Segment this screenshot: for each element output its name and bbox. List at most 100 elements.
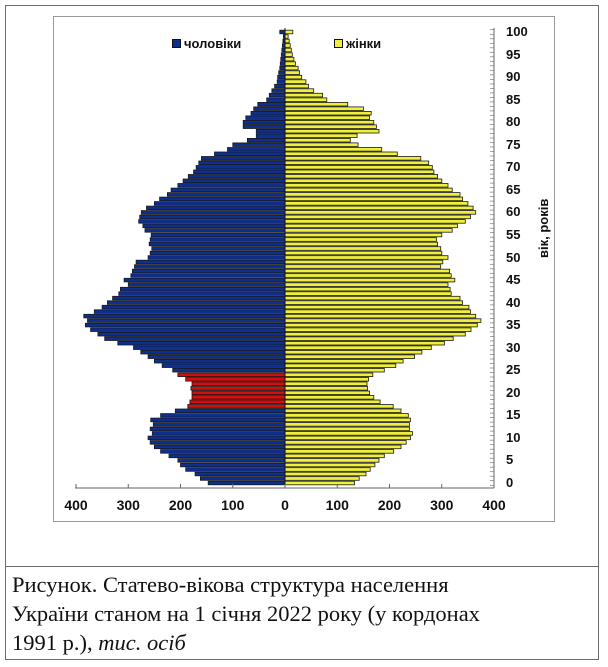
female-bar (284, 228, 453, 233)
y-tick-label: 100 (506, 24, 528, 39)
female-bar (284, 349, 423, 355)
male-bar (153, 201, 286, 206)
female-bar (284, 386, 368, 391)
female-bar (284, 219, 466, 224)
x-tick-label: 200 (377, 497, 402, 513)
female-bar (284, 232, 443, 238)
male-bar (144, 228, 286, 233)
female-bar (284, 165, 433, 170)
legend-female-swatch-icon (334, 39, 343, 48)
male-bar (160, 413, 286, 418)
y-tick-label: 30 (506, 339, 521, 355)
female-bar (284, 440, 407, 445)
female-bar (284, 97, 328, 102)
male-bar (140, 210, 286, 215)
male-bar (149, 237, 286, 242)
male-bar (277, 74, 286, 80)
female-bar (284, 61, 296, 66)
y-tick-label: 55 (506, 226, 521, 242)
male-bar (150, 232, 286, 238)
female-bar (284, 241, 439, 247)
male-bar (242, 124, 286, 129)
male-bar (148, 241, 286, 247)
x-tick-label: 400 (64, 497, 88, 513)
female-bar (284, 331, 466, 337)
y-axis-title: вік, років (536, 198, 551, 258)
male-bar (271, 88, 286, 93)
female-bar (284, 304, 470, 310)
female-bar (284, 205, 474, 211)
y-tick-label: 25 (506, 362, 521, 378)
legend-female-label: жінки (346, 36, 382, 51)
x-tick-label: 400 (482, 497, 506, 513)
male-bar (195, 165, 286, 170)
male-bar (134, 264, 286, 269)
female-bar (284, 300, 464, 305)
male-bar (174, 408, 286, 413)
legend-male-label: чоловіки (184, 36, 242, 51)
y-tick-label: 5 (506, 452, 514, 468)
male-bar (139, 214, 286, 220)
female-bar (284, 70, 301, 75)
female-bar (284, 480, 355, 486)
female-bar (284, 223, 458, 229)
y-tick-label: 0 (506, 475, 514, 490)
male-bar (146, 205, 286, 211)
male-bar (187, 404, 286, 409)
female-bar (284, 124, 377, 129)
male-bar (140, 349, 286, 355)
female-bar (284, 38, 290, 44)
female-bar (284, 417, 411, 423)
female-bar (284, 214, 471, 220)
female-bar (284, 390, 370, 395)
female-bar (284, 92, 323, 98)
male-bar (166, 192, 286, 197)
female-bar (284, 52, 293, 57)
female-bar (284, 422, 410, 427)
female-bar (284, 476, 360, 481)
male-bar (138, 219, 286, 224)
y-tick-label: 80 (506, 114, 521, 130)
female-bar (284, 178, 443, 183)
male-bar (187, 174, 286, 179)
y-tick-label: 65 (506, 181, 521, 197)
male-bar (250, 111, 286, 116)
y-tick-label: 20 (506, 384, 521, 400)
female-bar (284, 29, 294, 35)
x-tick-label: 300 (116, 497, 140, 513)
female-bar (284, 196, 464, 202)
female-bar (284, 115, 370, 120)
male-bar (87, 318, 286, 323)
female-bar (284, 295, 461, 301)
caption-line-2: України станом на 1 січня 2022 року (у к… (12, 601, 480, 626)
female-bar (284, 404, 394, 409)
female-bar (284, 291, 452, 296)
male-bar (193, 169, 286, 174)
female-bar (284, 174, 439, 179)
male-bar (153, 444, 286, 450)
male-bar (276, 79, 286, 84)
female-bar (284, 408, 402, 413)
male-bar (161, 363, 286, 368)
female-bar (284, 192, 461, 197)
female-bar (284, 83, 309, 89)
female-bar (284, 377, 369, 382)
caption-line-1: Рисунок. Статево-вікова структура населе… (12, 572, 449, 597)
male-bar (279, 65, 286, 71)
female-bar (284, 102, 349, 107)
male-bar (120, 286, 286, 292)
male-bar (278, 70, 286, 75)
male-bar (177, 458, 286, 463)
female-bar (284, 413, 409, 418)
male-bar (189, 399, 286, 404)
female-bar (284, 395, 375, 400)
female-bar (284, 187, 453, 193)
male-bar (90, 327, 286, 332)
female-bar (284, 277, 456, 283)
male-bar (151, 246, 286, 251)
female-bar (284, 426, 410, 432)
female-bar (284, 458, 380, 463)
male-bar (246, 137, 286, 143)
x-tick-label: 200 (168, 497, 193, 513)
female-bar (284, 467, 371, 472)
